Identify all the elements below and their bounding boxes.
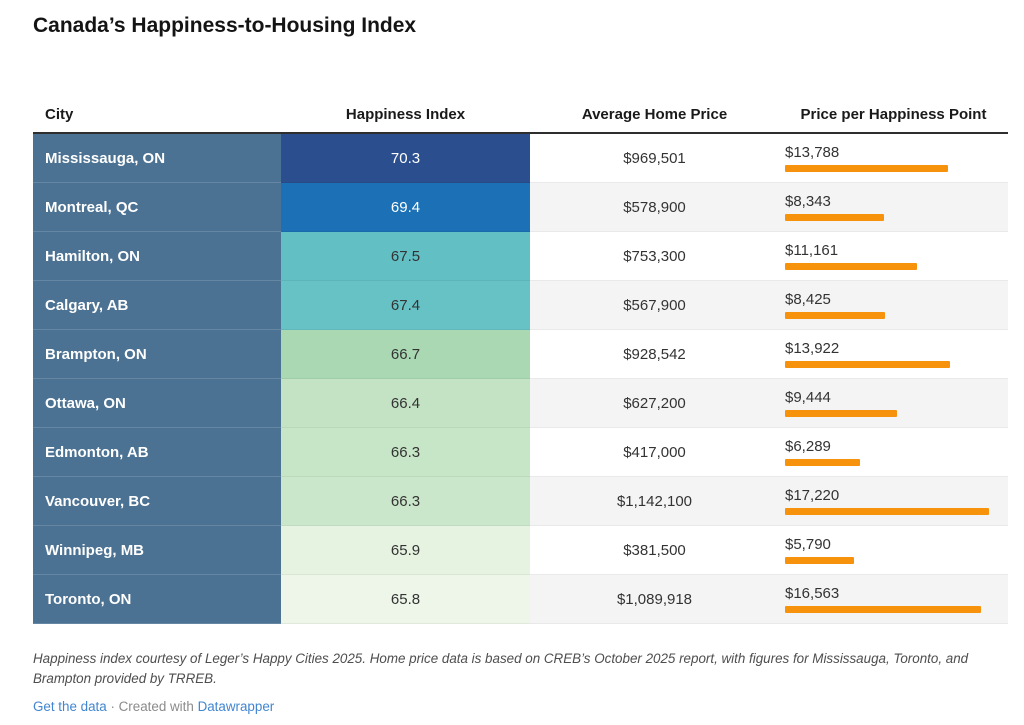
price-per-happiness-point-cell: $13,788	[779, 134, 1008, 184]
table-header-row: City Happiness Index Average Home Price …	[33, 72, 1008, 135]
table-row: Winnipeg, MB 65.9 $381,500 $5,790	[33, 526, 1008, 576]
price-per-happiness-point-cell: $5,790	[779, 526, 1008, 576]
city-cell: Brampton, ON	[33, 330, 281, 380]
price-per-happiness-point-bar	[785, 312, 885, 320]
happiness-housing-table: City Happiness Index Average Home Price …	[33, 72, 1008, 625]
price-per-happiness-point-value: $8,425	[785, 291, 831, 309]
price-per-happiness-point-value: $9,444	[785, 389, 831, 407]
price-per-happiness-point-value: $13,788	[785, 144, 840, 162]
price-per-happiness-point-value: $6,289	[785, 438, 831, 456]
price-per-happiness-point-cell: $8,343	[779, 183, 1008, 233]
table-row: Ottawa, ON 66.4 $627,200 $9,444	[33, 379, 1008, 429]
get-the-data-link[interactable]: Get the data	[33, 698, 107, 714]
table-row: Mississauga, ON 70.3 $969,501 $13,788	[33, 134, 1008, 184]
price-per-happiness-point-value: $5,790	[785, 536, 831, 554]
average-home-price-cell: $1,089,918	[530, 575, 779, 625]
city-cell: Winnipeg, MB	[33, 526, 281, 576]
happiness-index-cell: 65.9	[281, 526, 530, 576]
average-home-price-cell: $417,000	[530, 428, 779, 478]
price-per-happiness-point-value: $16,563	[785, 585, 840, 603]
price-per-happiness-point-cell: $6,289	[779, 428, 1008, 478]
happiness-index-cell: 67.4	[281, 281, 530, 331]
column-header-average-home-price: Average Home Price	[581, 105, 728, 123]
footer-links: Get the data · Created with Datawrapper	[33, 699, 1008, 714]
city-cell: Ottawa, ON	[33, 379, 281, 429]
city-cell: Toronto, ON	[33, 575, 281, 625]
happiness-index-cell: 67.5	[281, 232, 530, 282]
price-per-happiness-point-bar	[785, 606, 981, 614]
price-per-happiness-point-cell: $9,444	[779, 379, 1008, 429]
price-per-happiness-point-bar	[785, 459, 860, 467]
page-title: Canada’s Happiness-to-Housing Index	[33, 14, 417, 37]
average-home-price-cell: $567,900	[530, 281, 779, 331]
price-per-happiness-point-value: $17,220	[785, 487, 840, 505]
created-with-label: Created with	[118, 698, 194, 714]
column-header-city: City	[45, 105, 74, 123]
column-header-price-per-happiness-point: Price per Happiness Point	[800, 105, 987, 123]
source-note: Happiness index courtesy of Leger’s Happ…	[33, 651, 969, 687]
city-cell: Calgary, AB	[33, 281, 281, 331]
table-row: Brampton, ON 66.7 $928,542 $13,922	[33, 330, 1008, 380]
price-per-happiness-point-bar	[785, 263, 917, 271]
average-home-price-cell: $578,900	[530, 183, 779, 233]
table-row: Edmonton, AB 66.3 $417,000 $6,289	[33, 428, 1008, 478]
price-per-happiness-point-value: $13,922	[785, 340, 840, 358]
price-per-happiness-point-bar	[785, 410, 897, 418]
price-per-happiness-point-bar	[785, 557, 854, 565]
table-row: Hamilton, ON 67.5 $753,300 $11,161	[33, 232, 1008, 282]
average-home-price-cell: $928,542	[530, 330, 779, 380]
happiness-index-cell: 66.7	[281, 330, 530, 380]
average-home-price-cell: $627,200	[530, 379, 779, 429]
price-per-happiness-point-cell: $8,425	[779, 281, 1008, 331]
price-per-happiness-point-bar	[785, 361, 950, 369]
happiness-index-cell: 69.4	[281, 183, 530, 233]
table-row: Toronto, ON 65.8 $1,089,918 $16,563	[33, 575, 1008, 625]
price-per-happiness-point-bar	[785, 214, 884, 222]
happiness-index-cell: 70.3	[281, 134, 530, 184]
happiness-index-cell: 66.3	[281, 477, 530, 527]
happiness-index-cell: 65.8	[281, 575, 530, 625]
price-per-happiness-point-value: $11,161	[785, 242, 839, 260]
price-per-happiness-point-cell: $17,220	[779, 477, 1008, 527]
city-cell: Edmonton, AB	[33, 428, 281, 478]
average-home-price-cell: $753,300	[530, 232, 779, 282]
average-home-price-cell: $381,500	[530, 526, 779, 576]
price-per-happiness-point-bar	[785, 165, 948, 173]
table-body: Mississauga, ON 70.3 $969,501 $13,788 Montre…	[33, 134, 1008, 625]
city-cell: Vancouver, BC	[33, 477, 281, 527]
table-row: Montreal, QC 69.4 $578,900 $8,343	[33, 183, 1008, 233]
happiness-index-cell: 66.4	[281, 379, 530, 429]
price-per-happiness-point-cell: $13,922	[779, 330, 1008, 380]
footer-separator: ·	[110, 698, 115, 714]
price-per-happiness-point-value: $8,343	[785, 193, 831, 211]
datawrapper-link[interactable]: Datawrapper	[197, 698, 275, 714]
average-home-price-cell: $1,142,100	[530, 477, 779, 527]
table-row: Calgary, AB 67.4 $567,900 $8,425	[33, 281, 1008, 331]
price-per-happiness-point-cell: $16,563	[779, 575, 1008, 625]
city-cell: Hamilton, ON	[33, 232, 281, 282]
table-row: Vancouver, BC 66.3 $1,142,100 $17,220	[33, 477, 1008, 527]
city-cell: Mississauga, ON	[33, 134, 281, 184]
column-header-happiness-index: Happiness Index	[345, 105, 466, 123]
price-per-happiness-point-cell: $11,161	[779, 232, 1008, 282]
happiness-index-cell: 66.3	[281, 428, 530, 478]
price-per-happiness-point-bar	[785, 508, 989, 516]
city-cell: Montreal, QC	[33, 183, 281, 233]
average-home-price-cell: $969,501	[530, 134, 779, 184]
